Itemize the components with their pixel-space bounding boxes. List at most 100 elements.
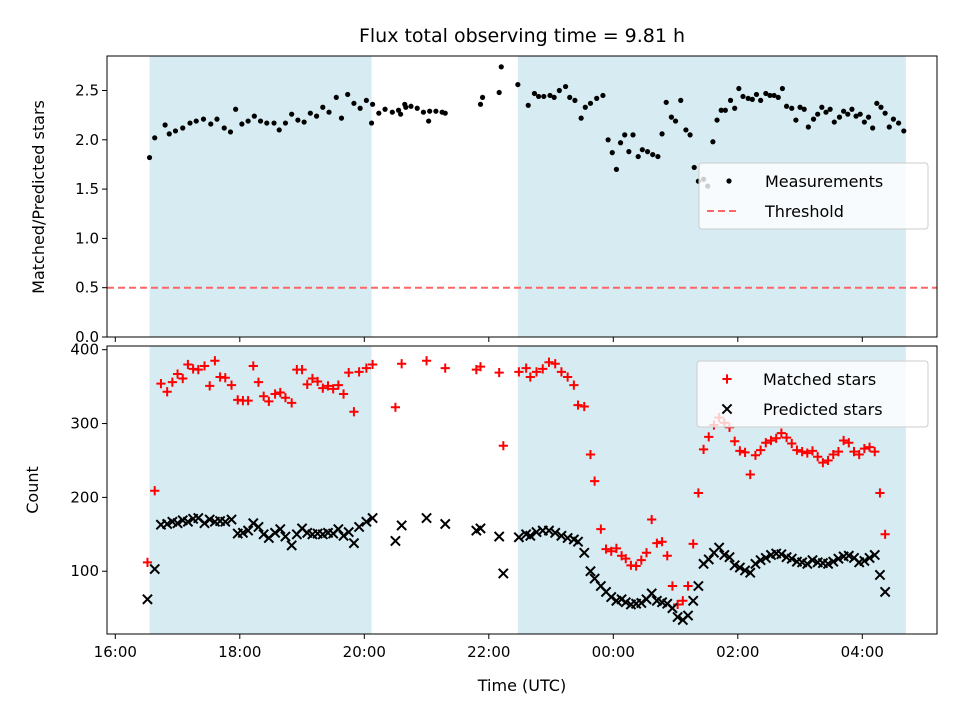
predicted-star-point [199,517,210,529]
matched-star-point [579,401,589,412]
axes-frame [106,55,938,338]
predicted-star-point [605,591,617,603]
matched-star-point [275,387,285,398]
matched-star-point [698,444,709,454]
matched-star-point [854,449,864,460]
measurement-point [836,114,843,120]
predicted-star-point [682,610,694,621]
measurement-point [845,111,851,117]
matched-star-point [730,436,740,446]
measurement-point [605,137,611,143]
predicted-star-point [258,529,269,540]
matched-star-point [766,435,776,446]
measurement-point [714,117,720,123]
matched-star-point [722,374,732,384]
matched-star-point [156,379,166,389]
matched-star-point [183,359,193,370]
matched-star-point [264,396,274,406]
predicted-star-point [253,521,264,533]
predicted-star-point [142,593,153,605]
measurement-point [659,131,665,137]
x-tick-label: 02:00 [716,643,759,661]
measurement-point [683,127,689,133]
matched-star-point [525,372,535,382]
measurement-point [536,93,542,100]
measurement-point [531,90,538,97]
predicted-star-point [286,540,297,551]
measurement-point [345,91,351,98]
matched-star-point [813,452,823,462]
measurement-point [626,149,632,155]
measurement-point [382,106,388,112]
matched-star-point [792,445,802,455]
predicted-star-point [269,527,281,539]
predicted-star-point [498,568,509,579]
predicted-star-point [874,569,886,581]
measurement-point [166,131,172,137]
matched-star-point [475,362,486,372]
measurement-point [427,108,433,114]
measurement-point [644,149,651,155]
measurement-point [227,129,234,135]
matched-star-point [569,380,579,390]
measurement-point [477,101,484,107]
measurement-point [547,92,553,99]
predicted-star-point [439,518,451,530]
measurement-point [479,94,486,101]
measurement-point [313,113,320,119]
matched-star-point [421,356,432,366]
matched-star-point [745,469,755,480]
matched-star-point [875,488,885,498]
matched-star-point [167,377,177,387]
predicted-star-point [713,542,725,553]
measurement-point [572,97,578,103]
measurement-point [732,105,738,111]
measurement-point [567,94,573,101]
x-tick-label: 22:00 [467,643,510,661]
measurement-point [180,125,186,131]
matched-star-point [550,359,560,369]
panel-ratio: 0.0 0.5 1.0 1.5 2.0 2.5 Matched/Predicted star… [29,55,938,346]
matched-star-point [750,450,761,460]
measurement-point [890,116,897,122]
measurement-point [805,124,811,130]
predicted-star-point [585,565,596,577]
predicted-star-point [333,523,344,535]
measurement-point [398,111,404,117]
matched-star-point [735,446,745,456]
observing-window [149,56,372,337]
measurement-point [257,118,264,124]
measurement-point [827,106,833,112]
measurement-point [264,120,270,126]
x-tick-label: 00:00 [592,643,635,661]
predicted-star-point [802,558,813,570]
measurement-point [333,94,339,101]
predicted-star-point [343,526,355,538]
measurement-point [301,119,307,125]
matched-star-point [823,455,833,466]
measurement-point [853,113,859,119]
predicted-star-point [734,562,746,573]
predicted-star-point [475,523,486,534]
matched-star-point [178,373,188,384]
measurement-point [861,119,867,125]
matched-star-point [781,432,792,443]
matched-star-point [199,361,210,371]
matched-star-point [683,581,693,591]
measurement-point [414,105,420,111]
predicted-star-point [338,530,349,542]
panel-counts: 100 200 300 400 16:00 18:00 20:00 22:00 00:00 02:… [23,341,938,661]
measurement-point [271,120,277,126]
measurement-point [326,109,332,115]
observing-window [149,346,372,634]
matched-star-point [849,447,859,457]
matched-star-point [833,447,844,457]
predicted-star-point [219,516,231,528]
measurement-point [208,121,214,127]
x-axis-label: Time (UTC) [477,676,566,695]
predicted-star-point [879,586,891,598]
axes-frame [106,345,938,635]
measurement-point [587,100,594,106]
matched-star-point [307,373,318,384]
